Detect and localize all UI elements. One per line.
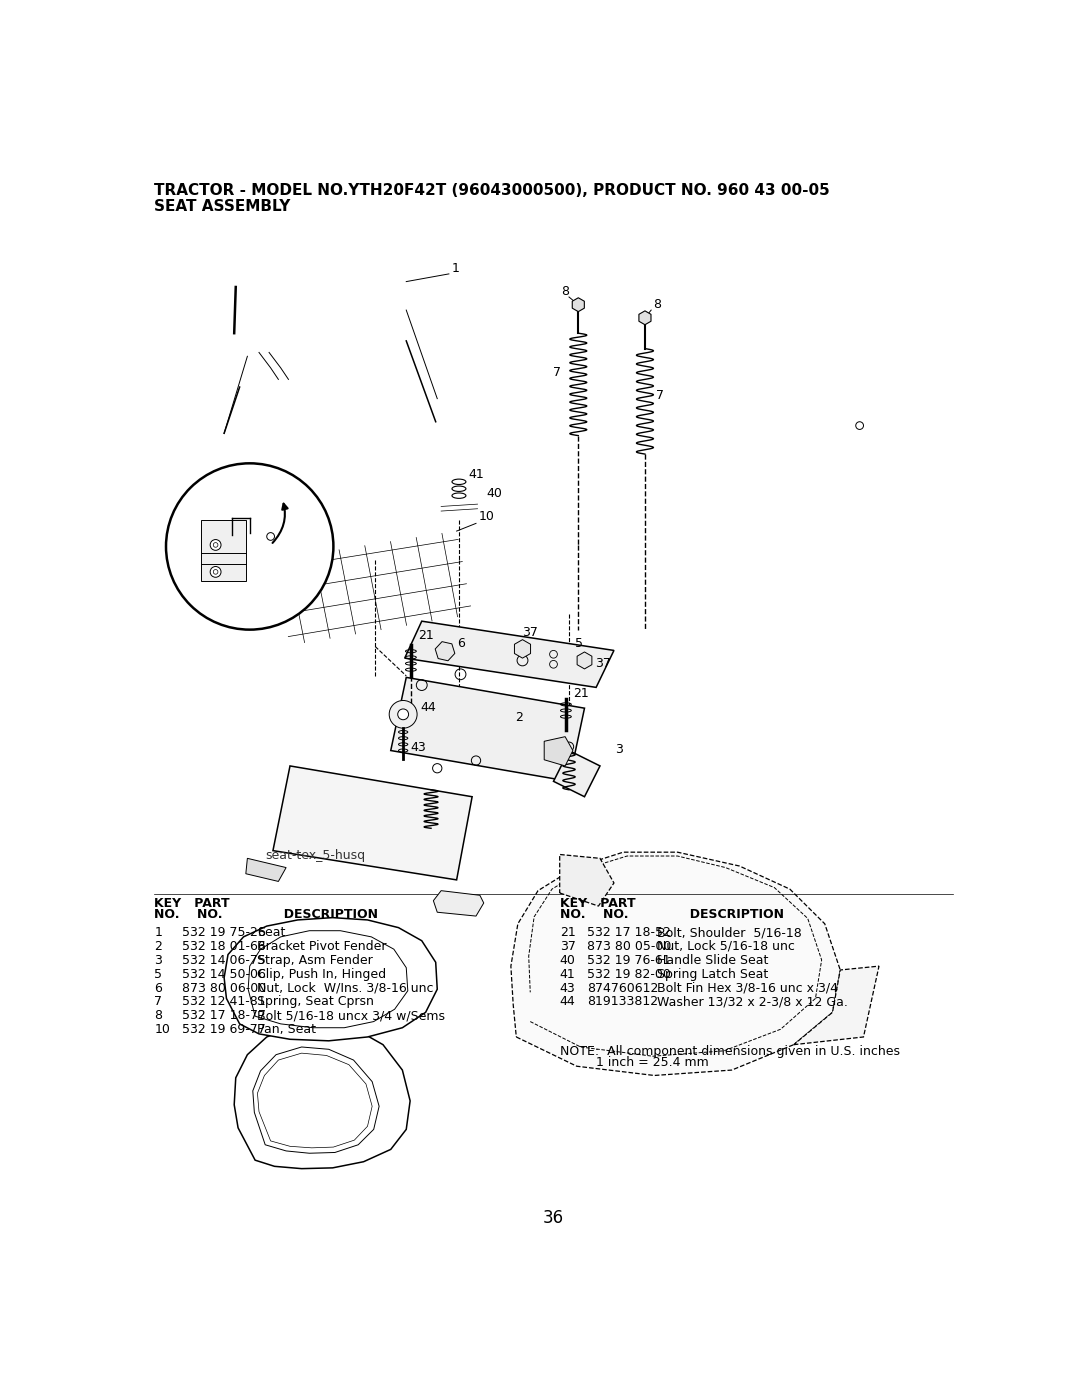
Text: Bolt, Shoulder  5/16-18: Bolt, Shoulder 5/16-18 <box>657 926 801 939</box>
Text: 10: 10 <box>478 510 495 524</box>
Polygon shape <box>544 736 572 766</box>
Text: Strap, Asm Fender: Strap, Asm Fender <box>257 954 374 967</box>
Text: SEAT ASSEMBLY: SEAT ASSEMBLY <box>154 198 291 214</box>
Text: 37: 37 <box>595 657 611 669</box>
Text: 21: 21 <box>418 629 434 641</box>
Text: 7: 7 <box>554 366 562 379</box>
Text: 21: 21 <box>559 926 576 939</box>
Text: 44: 44 <box>420 701 436 714</box>
Text: 1: 1 <box>154 926 162 939</box>
Polygon shape <box>511 852 840 1076</box>
Text: 819133812: 819133812 <box>586 996 658 1009</box>
Text: 6: 6 <box>458 637 465 650</box>
Text: 8: 8 <box>562 285 569 298</box>
Text: 5: 5 <box>576 637 583 650</box>
Text: 40: 40 <box>486 488 502 500</box>
Text: 532 17 18-77: 532 17 18-77 <box>181 1009 266 1023</box>
Circle shape <box>211 567 221 577</box>
Text: 2: 2 <box>154 940 162 953</box>
Circle shape <box>166 464 334 630</box>
Text: 6: 6 <box>154 982 162 995</box>
Text: TRACTOR - MODEL NO.YTH20F42T (96043000500), PRODUCT NO. 960 43 00-05: TRACTOR - MODEL NO.YTH20F42T (9604300050… <box>154 183 831 197</box>
Polygon shape <box>246 858 286 882</box>
Text: 532 19 75-26: 532 19 75-26 <box>181 926 266 939</box>
Text: 532 17 18-52: 532 17 18-52 <box>586 926 671 939</box>
Text: 873 80 05-00: 873 80 05-00 <box>586 940 671 953</box>
Polygon shape <box>273 766 472 880</box>
Text: 532 19 76-61: 532 19 76-61 <box>586 954 671 967</box>
Polygon shape <box>234 1024 410 1169</box>
Polygon shape <box>794 967 879 1045</box>
Text: Bracket Pivot Fender: Bracket Pivot Fender <box>257 940 387 953</box>
Text: Nut, Lock  W/Ins. 3/8-16 unc: Nut, Lock W/Ins. 3/8-16 unc <box>257 982 434 995</box>
Text: seat-tex_5-husq: seat-tex_5-husq <box>266 849 365 862</box>
Text: 532 14 50-06: 532 14 50-06 <box>181 968 266 981</box>
Text: KEY   PART: KEY PART <box>154 897 230 909</box>
Text: 8: 8 <box>154 1009 162 1023</box>
Text: 10: 10 <box>154 1023 171 1037</box>
Polygon shape <box>225 918 437 1041</box>
Text: 532 18 01-66: 532 18 01-66 <box>181 940 266 953</box>
Text: 43: 43 <box>410 742 426 754</box>
Text: 5: 5 <box>154 968 162 981</box>
Text: 1: 1 <box>451 261 459 275</box>
Text: 3: 3 <box>154 954 162 967</box>
Text: 8: 8 <box>652 298 661 310</box>
Text: 2: 2 <box>515 711 523 724</box>
Text: Washer 13/32 x 2-3/8 x 12 Ga.: Washer 13/32 x 2-3/8 x 12 Ga. <box>657 996 848 1009</box>
Text: Nut, Lock 5/16-18 unc: Nut, Lock 5/16-18 unc <box>657 940 795 953</box>
Text: 3: 3 <box>616 743 623 756</box>
Text: 21: 21 <box>572 687 589 700</box>
Circle shape <box>211 539 221 550</box>
Text: Bolt Fin Hex 3/8-16 unc x 3/4: Bolt Fin Hex 3/8-16 unc x 3/4 <box>657 982 838 995</box>
Text: 532 14 06-75: 532 14 06-75 <box>181 954 266 967</box>
Bar <box>201 520 246 581</box>
Polygon shape <box>559 855 613 907</box>
Text: 873 80 06-00: 873 80 06-00 <box>181 982 266 995</box>
Circle shape <box>397 708 408 719</box>
Text: 7: 7 <box>656 388 664 402</box>
Polygon shape <box>554 750 600 796</box>
Text: 532 19 69-77: 532 19 69-77 <box>181 1023 266 1037</box>
Text: 532 19 82-00: 532 19 82-00 <box>586 968 671 981</box>
Text: 40: 40 <box>559 954 576 967</box>
Text: NO.    NO.              DESCRIPTION: NO. NO. DESCRIPTION <box>559 908 784 922</box>
Polygon shape <box>433 891 484 916</box>
Text: Handle Slide Seat: Handle Slide Seat <box>657 954 768 967</box>
Text: 44: 44 <box>559 996 576 1009</box>
Text: 41: 41 <box>559 968 576 981</box>
Polygon shape <box>405 622 613 687</box>
Text: 1 inch = 25.4 mm: 1 inch = 25.4 mm <box>559 1056 708 1069</box>
Text: 37: 37 <box>559 940 576 953</box>
Text: 874760612: 874760612 <box>586 982 658 995</box>
Text: NO.    NO.              DESCRIPTION: NO. NO. DESCRIPTION <box>154 908 378 922</box>
Text: 7: 7 <box>154 996 162 1009</box>
Text: Bolt 5/16-18 uncx 3/4 w/Sems: Bolt 5/16-18 uncx 3/4 w/Sems <box>257 1009 445 1023</box>
Text: KEY   PART: KEY PART <box>559 897 635 909</box>
Circle shape <box>389 700 417 728</box>
Text: 36: 36 <box>543 1208 564 1227</box>
Text: Clip, Push In, Hinged: Clip, Push In, Hinged <box>257 968 387 981</box>
Text: 532 12 41-81: 532 12 41-81 <box>181 996 265 1009</box>
Text: Pan, Seat: Pan, Seat <box>257 1023 316 1037</box>
Text: Spring Latch Seat: Spring Latch Seat <box>657 968 768 981</box>
Text: 43: 43 <box>559 982 576 995</box>
Text: 41: 41 <box>469 468 484 481</box>
Text: 37: 37 <box>523 626 538 638</box>
Text: Seat: Seat <box>257 926 286 939</box>
Text: Spring, Seat Cprsn: Spring, Seat Cprsn <box>257 996 375 1009</box>
Polygon shape <box>391 678 584 781</box>
Text: NOTE:  All component dimensions given in U.S. inches: NOTE: All component dimensions given in … <box>559 1045 900 1058</box>
